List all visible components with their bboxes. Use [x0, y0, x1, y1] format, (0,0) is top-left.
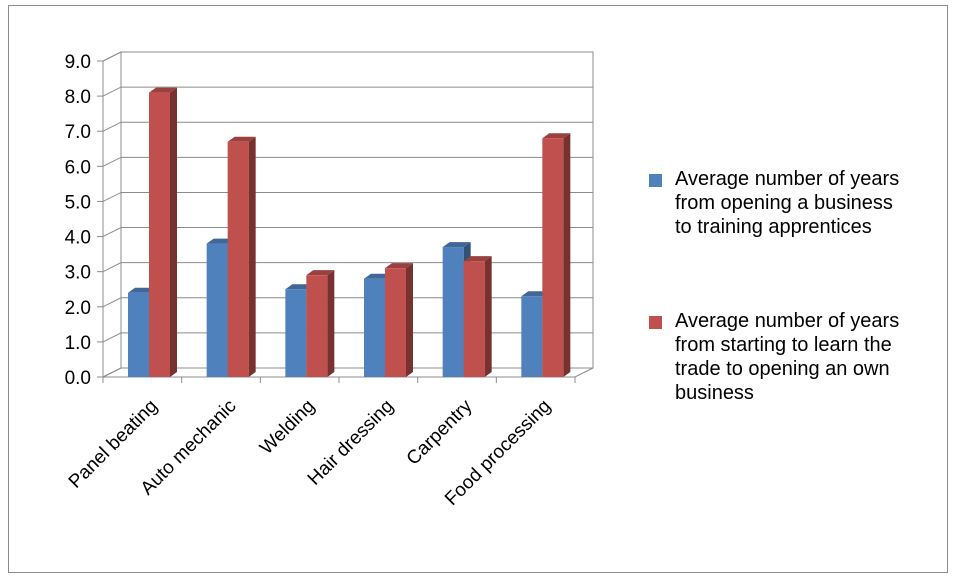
- bars: [128, 87, 571, 377]
- bar-front: [306, 275, 328, 377]
- bar-front: [463, 261, 485, 377]
- gridline: [102, 367, 593, 378]
- y-tick-label: 0.0: [65, 368, 91, 389]
- bar-front: [149, 92, 170, 377]
- gridline: [102, 227, 593, 238]
- bar-side: [327, 270, 335, 377]
- y-tick-label: 1.0: [65, 333, 91, 354]
- y-tick-label: 2.0: [65, 298, 91, 319]
- bar-food-processing-series-2: [542, 133, 571, 377]
- x-tick-label: Welding: [256, 396, 319, 459]
- bar-panel-beating-series-2: [149, 87, 177, 377]
- gridline: [102, 297, 593, 308]
- x-tick-label: Carpentry: [403, 395, 477, 469]
- side-wall: [102, 51, 122, 378]
- gridlines: [102, 51, 593, 378]
- bar-hair-dressing-series-2: [385, 263, 413, 377]
- bar-chart: 0.0 1.0 2.0 3.0 4.0 5.0 6.0 7.0 8.0 9.0 Panel bea…: [65, 51, 594, 510]
- bar-side: [248, 136, 256, 377]
- bar-side: [170, 87, 177, 377]
- bar-welding-series-2: [306, 270, 335, 377]
- legend-label: Average number of years from opening a bu…: [675, 168, 900, 238]
- gridline: [102, 51, 593, 62]
- bar-side: [563, 133, 571, 377]
- bar-front: [364, 278, 385, 377]
- chart-frame: 0.0 1.0 2.0 3.0 4.0 5.0 6.0 7.0 8.0 9.0 Panel bea…: [8, 5, 948, 573]
- bar-front: [542, 138, 564, 377]
- gridline: [102, 262, 593, 273]
- bar-front: [227, 141, 249, 377]
- bar-top: [463, 256, 492, 262]
- bar-side: [484, 256, 492, 377]
- bar-top: [306, 270, 335, 276]
- y-tick-label: 4.0: [65, 228, 91, 249]
- bar-auto-mechanic-series-2: [227, 136, 256, 377]
- gridline: [102, 332, 593, 343]
- gridline: [102, 191, 593, 202]
- y-tick-label: 9.0: [65, 52, 91, 73]
- gridline: [102, 121, 593, 132]
- gridline: [102, 156, 593, 167]
- y-axis-tick-labels: 0.0 1.0 2.0 3.0 4.0 5.0 6.0 7.0 8.0 9.0: [65, 52, 91, 389]
- bar-front: [128, 292, 149, 377]
- bar-front: [521, 296, 543, 377]
- axes: [97, 60, 576, 383]
- bar-front: [206, 243, 228, 377]
- legend-swatch-blue: [649, 174, 662, 187]
- legend-label: Average number of years from starting to …: [675, 310, 900, 404]
- bar-front: [285, 289, 307, 377]
- y-tick-label: 6.0: [65, 157, 91, 178]
- bar-front: [385, 268, 406, 377]
- bar-side: [406, 263, 413, 377]
- bar-carpentry-series-2: [463, 256, 492, 377]
- bar-top: [227, 136, 256, 142]
- y-tick-label: 7.0: [65, 122, 91, 143]
- bar-top: [149, 87, 177, 93]
- y-tick-label: 8.0: [65, 87, 91, 108]
- bar-top: [442, 242, 471, 248]
- bar-front: [442, 247, 464, 377]
- y-tick-label: 3.0: [65, 263, 91, 284]
- y-tick-label: 5.0: [65, 192, 91, 213]
- legend-swatch-red: [649, 316, 662, 329]
- gridline: [102, 86, 593, 97]
- bar-top: [542, 133, 571, 139]
- bar-top: [385, 263, 413, 269]
